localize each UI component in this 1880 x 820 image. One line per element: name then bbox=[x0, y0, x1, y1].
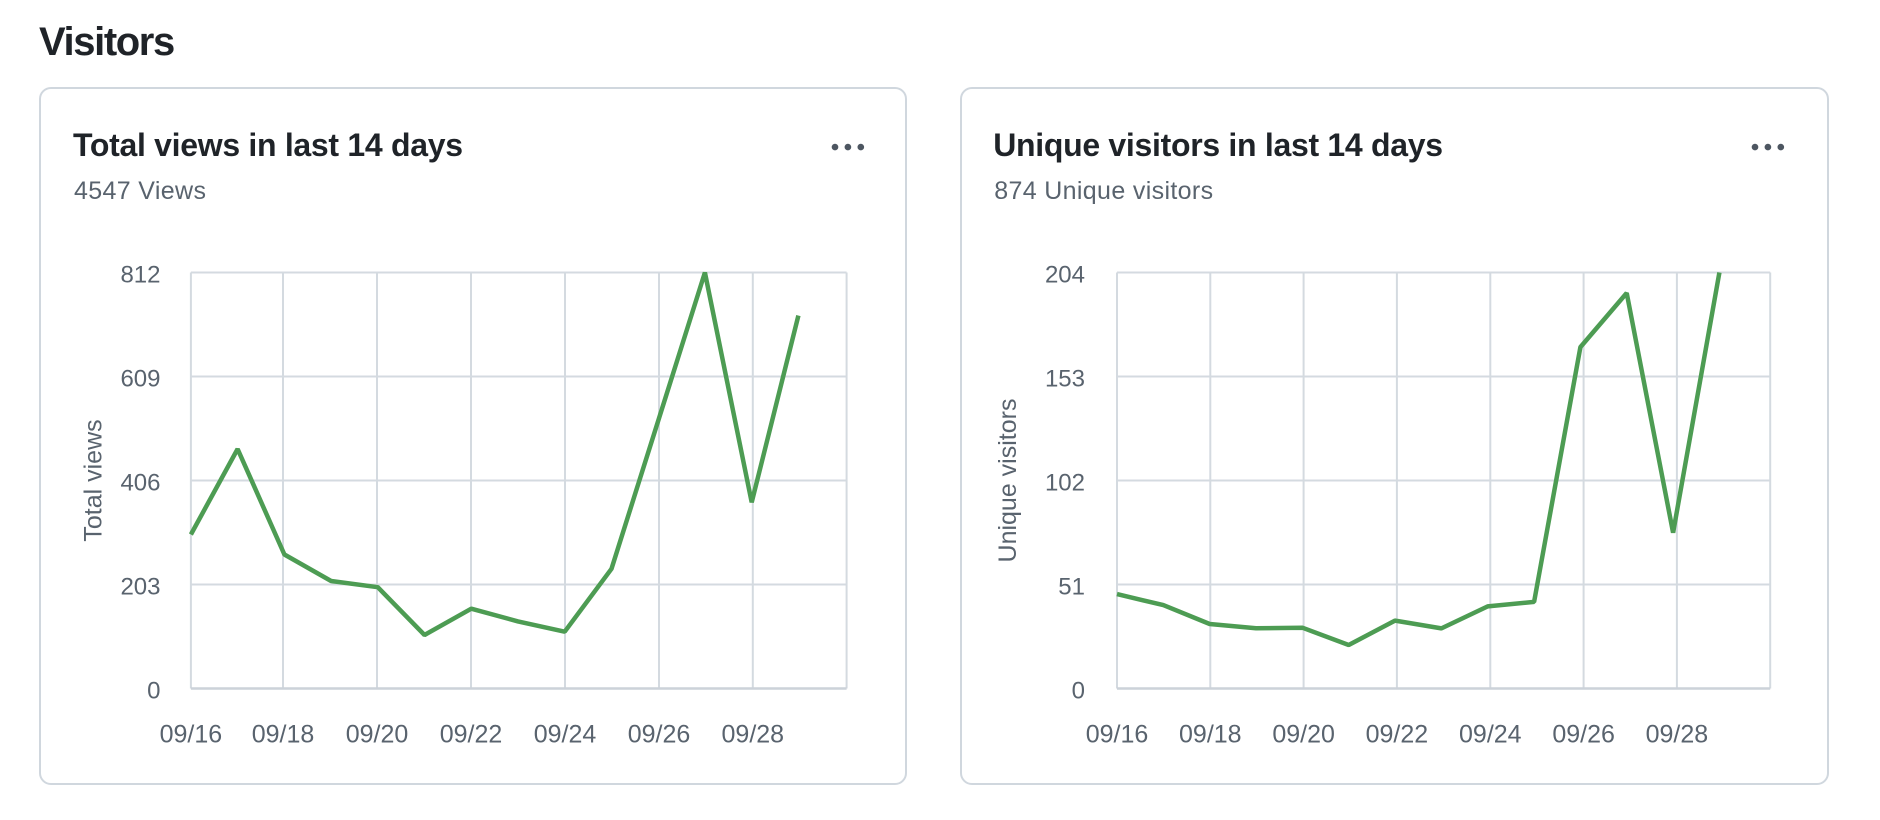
svg-text:812: 812 bbox=[120, 262, 160, 289]
svg-text:09/18: 09/18 bbox=[252, 720, 315, 748]
svg-text:09/28: 09/28 bbox=[1646, 720, 1709, 748]
svg-text:Unique visitors: Unique visitors bbox=[994, 399, 1022, 563]
svg-text:09/24: 09/24 bbox=[1459, 720, 1522, 748]
svg-text:09/20: 09/20 bbox=[346, 720, 409, 748]
svg-text:09/16: 09/16 bbox=[1086, 720, 1149, 748]
svg-text:09/22: 09/22 bbox=[1366, 720, 1429, 748]
svg-text:09/18: 09/18 bbox=[1179, 720, 1242, 748]
svg-text:609: 609 bbox=[120, 366, 160, 393]
svg-text:0: 0 bbox=[1072, 678, 1085, 705]
svg-text:09/16: 09/16 bbox=[160, 720, 223, 748]
svg-text:09/26: 09/26 bbox=[1552, 720, 1615, 748]
svg-text:09/24: 09/24 bbox=[534, 720, 597, 748]
svg-text:102: 102 bbox=[1045, 470, 1085, 497]
svg-text:51: 51 bbox=[1058, 574, 1085, 601]
svg-text:Total views: Total views bbox=[80, 419, 108, 541]
svg-text:0: 0 bbox=[147, 678, 160, 705]
svg-text:204: 204 bbox=[1045, 262, 1085, 289]
svg-text:09/20: 09/20 bbox=[1272, 720, 1335, 748]
svg-text:09/28: 09/28 bbox=[722, 720, 785, 748]
svg-text:153: 153 bbox=[1045, 366, 1085, 393]
svg-text:09/22: 09/22 bbox=[440, 720, 503, 748]
svg-text:09/26: 09/26 bbox=[628, 720, 691, 748]
svg-text:203: 203 bbox=[120, 574, 160, 601]
svg-text:406: 406 bbox=[120, 470, 160, 497]
